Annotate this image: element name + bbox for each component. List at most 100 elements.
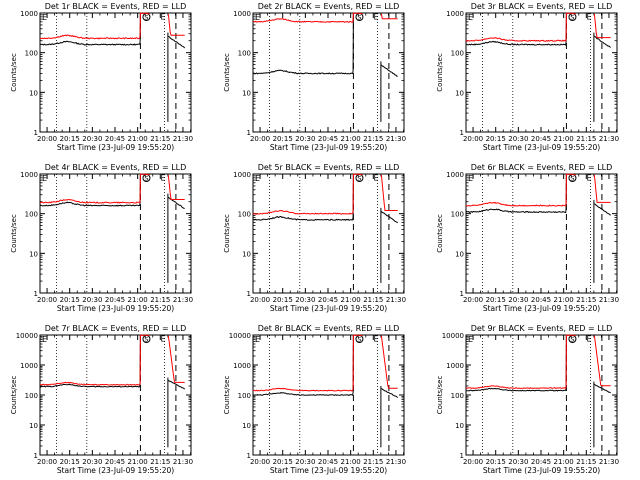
y-tick-label: 1000 bbox=[233, 362, 251, 370]
series-events-line bbox=[39, 12, 150, 46]
x-tick-label: 21:00 bbox=[554, 458, 574, 466]
e-marker-label: E bbox=[587, 13, 592, 22]
y-tick-label: 10000 bbox=[229, 332, 251, 340]
x-axis-label: Start Time (23-Jul-09 19:55:20) bbox=[483, 143, 600, 152]
x-tick-label: 21:00 bbox=[128, 458, 148, 466]
y-tick-label: 1 bbox=[34, 452, 38, 460]
s-marker-label: S bbox=[570, 336, 574, 344]
x-tick-label: 20:15 bbox=[60, 296, 80, 304]
e-marker-label: E bbox=[468, 13, 473, 22]
y-tick-label: 10 bbox=[242, 250, 251, 258]
y-axis-label: Counts/sec bbox=[436, 214, 444, 253]
y-tick-label: 1000 bbox=[233, 171, 251, 179]
y-axis-label: Counts/sec bbox=[223, 214, 231, 253]
s-marker-label: S bbox=[144, 14, 148, 22]
series-events-line bbox=[252, 12, 363, 75]
series-lld-line bbox=[39, 173, 150, 204]
e-marker-label: E bbox=[42, 13, 47, 22]
y-tick-label: 100 bbox=[451, 392, 464, 400]
x-tick-label: 20:00 bbox=[37, 458, 57, 466]
series-lld-line bbox=[380, 13, 398, 20]
y-tick-label: 100 bbox=[238, 50, 251, 58]
y-axis-label: Counts/sec bbox=[223, 53, 231, 92]
y-tick-label: 1 bbox=[460, 129, 464, 137]
e-marker-label: E bbox=[255, 174, 260, 183]
x-tick-label: 20:15 bbox=[273, 458, 293, 466]
x-tick-label: 20:15 bbox=[273, 135, 293, 143]
x-tick-label: 21:30 bbox=[173, 135, 193, 143]
x-tick-label: 21:15 bbox=[363, 296, 383, 304]
s-marker-label: S bbox=[357, 14, 361, 22]
x-tick-label: 20:45 bbox=[318, 296, 338, 304]
x-axis-label: Start Time (23-Jul-09 19:55:20) bbox=[270, 466, 387, 475]
x-tick-label: 20:30 bbox=[82, 296, 102, 304]
x-axis-label: Start Time (23-Jul-09 19:55:20) bbox=[270, 143, 387, 152]
panel-title: Det 4r BLACK = Events, RED = LLD bbox=[45, 163, 187, 172]
x-tick-label: 21:00 bbox=[341, 135, 361, 143]
y-tick-label: 100 bbox=[238, 392, 251, 400]
y-tick-label: 100 bbox=[238, 211, 251, 219]
series-lld-line bbox=[465, 173, 576, 207]
y-tick-label: 100 bbox=[451, 211, 464, 219]
e-marker-label: E bbox=[374, 174, 379, 183]
e-marker-label: E bbox=[587, 174, 592, 183]
x-tick-label: 21:30 bbox=[386, 458, 406, 466]
series-lld-line bbox=[380, 335, 398, 389]
series-lld-line bbox=[167, 13, 185, 36]
x-tick-label: 21:00 bbox=[341, 458, 361, 466]
series-lld-line bbox=[465, 12, 576, 42]
detector-panel-9: Det 9r BLACK = Events, RED = LLD 1 10 100 10… bbox=[436, 324, 619, 475]
x-tick-label: 20:45 bbox=[105, 135, 125, 143]
y-tick-label: 1000 bbox=[446, 171, 464, 179]
y-tick-label: 10 bbox=[455, 422, 464, 430]
panel-title: Det 8r BLACK = Events, RED = LLD bbox=[258, 324, 400, 333]
series-lld-line bbox=[380, 174, 398, 211]
y-tick-label: 10 bbox=[29, 422, 38, 430]
y-tick-label: 1 bbox=[247, 290, 251, 298]
x-tick-label: 20:15 bbox=[486, 458, 506, 466]
y-tick-label: 1 bbox=[460, 290, 464, 298]
series-events-line bbox=[380, 211, 399, 224]
x-tick-label: 20:00 bbox=[463, 135, 483, 143]
series-events-line bbox=[594, 35, 611, 48]
x-tick-label: 20:45 bbox=[318, 458, 338, 466]
e-marker-label: E bbox=[161, 335, 166, 344]
panel-title: Det 7r BLACK = Events, RED = LLD bbox=[45, 324, 187, 333]
s-marker-label: S bbox=[144, 336, 148, 344]
x-tick-label: 21:30 bbox=[599, 458, 619, 466]
x-tick-label: 21:30 bbox=[599, 296, 619, 304]
series-events-line bbox=[594, 383, 611, 394]
series-lld-line bbox=[465, 334, 576, 390]
detector-panel-8: Det 8r BLACK = Events, RED = LLD 1 10 100 10… bbox=[223, 324, 406, 475]
s-marker-label: S bbox=[357, 336, 361, 344]
x-tick-label: 20:30 bbox=[508, 458, 528, 466]
y-tick-label: 100 bbox=[25, 50, 38, 58]
y-tick-label: 1 bbox=[34, 290, 38, 298]
series-lld-line bbox=[252, 12, 363, 23]
series-lld-line bbox=[167, 335, 185, 383]
series-events-line bbox=[381, 64, 398, 77]
y-tick-label: 1 bbox=[247, 452, 251, 460]
x-axis-label: Start Time (23-Jul-09 19:55:20) bbox=[483, 304, 600, 313]
detector-panel-2: Det 2r BLACK = Events, RED = LLD 1 10 100 10… bbox=[223, 2, 406, 152]
panel-title: Det 1r BLACK = Events, RED = LLD bbox=[45, 2, 187, 11]
panel-title: Det 9r BLACK = Events, RED = LLD bbox=[471, 324, 613, 333]
series-events-line bbox=[465, 334, 576, 392]
series-lld-line bbox=[593, 335, 611, 387]
y-tick-label: 1000 bbox=[446, 362, 464, 370]
y-tick-label: 1000 bbox=[20, 171, 38, 179]
x-tick-label: 20:00 bbox=[37, 296, 57, 304]
x-tick-label: 21:00 bbox=[554, 135, 574, 143]
x-tick-label: 21:00 bbox=[128, 296, 148, 304]
x-tick-label: 20:30 bbox=[295, 296, 315, 304]
series-events-line bbox=[252, 173, 363, 221]
x-tick-label: 21:15 bbox=[363, 458, 383, 466]
y-axis-label: Counts/sec bbox=[10, 376, 18, 415]
x-tick-label: 21:15 bbox=[150, 458, 170, 466]
series-events-line bbox=[381, 388, 399, 398]
series-events-line bbox=[252, 334, 363, 396]
series-events-line bbox=[594, 203, 611, 216]
x-tick-label: 20:00 bbox=[250, 458, 270, 466]
y-tick-label: 1000 bbox=[20, 10, 38, 18]
